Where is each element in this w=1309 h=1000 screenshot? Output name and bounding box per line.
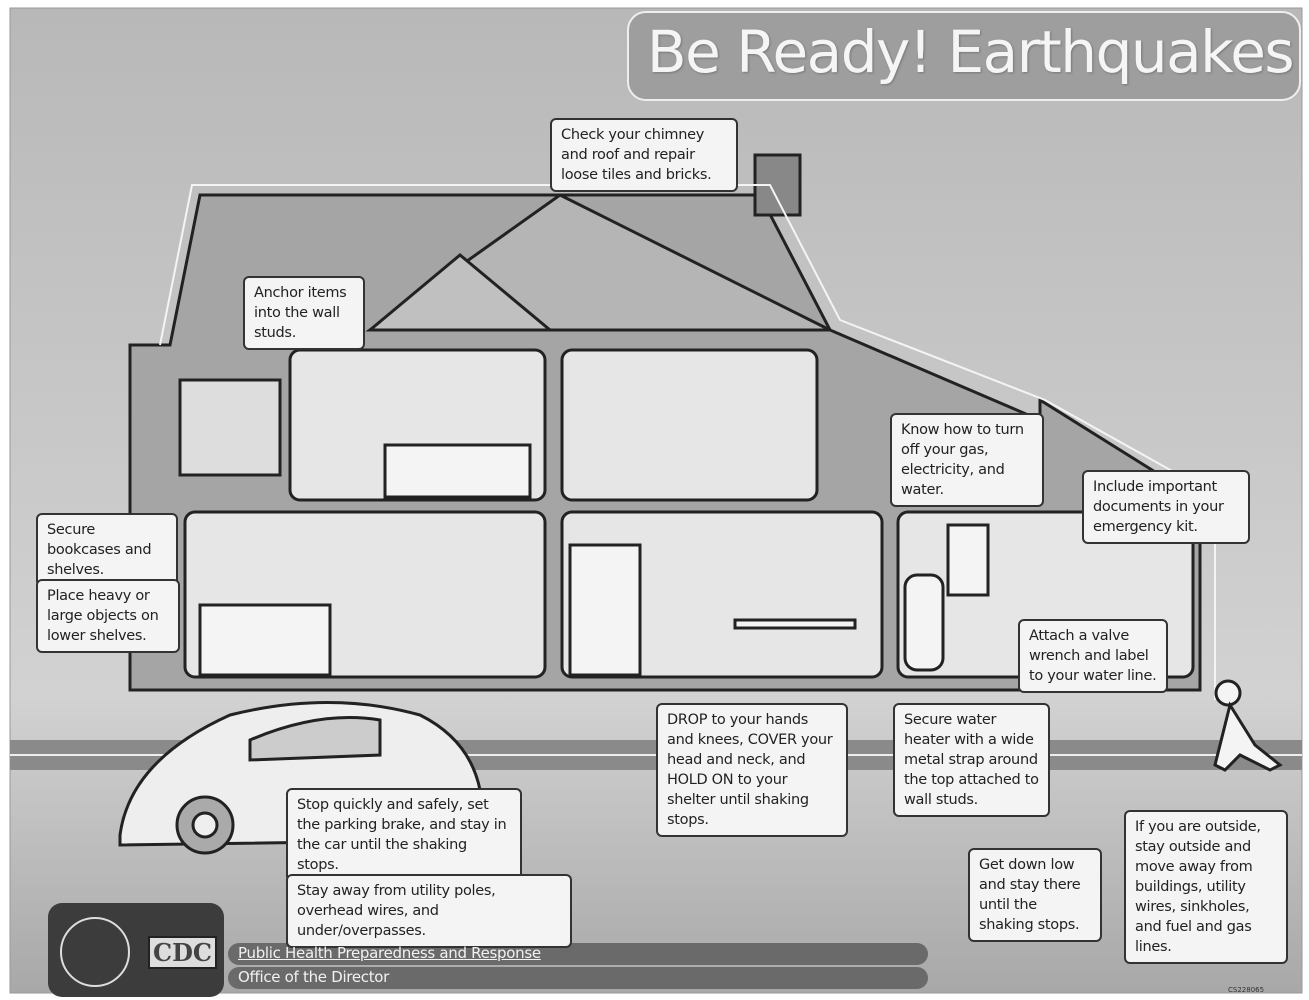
callout: Stay away from utility poles, overhead w…: [286, 874, 572, 948]
callout: Place heavy or large objects on lower sh…: [36, 579, 180, 653]
callout: Attach a valve wrench and label to your …: [1018, 619, 1168, 693]
callout: Anchor items into the wall studs.: [243, 276, 365, 350]
callout: Secure water heater with a wide metal st…: [893, 703, 1050, 817]
callout: If you are outside, stay outside and mov…: [1124, 810, 1288, 964]
title: Be Ready! Earthquakes: [640, 18, 1300, 86]
poster: Be Ready! Earthquakes Check your chimney…: [0, 0, 1309, 1000]
callout: Check your chimney and roof and repair l…: [550, 118, 738, 192]
page: Be Ready! Earthquakes {"header": {"title…: [0, 0, 1309, 1000]
footer-line: Public Health Preparedness and Response: [238, 944, 541, 962]
callout: Include important documents in your emer…: [1082, 470, 1250, 544]
body: Be Ready! Earthquakes Check your chimney…: [0, 0, 1309, 1000]
footer-line: Office of the Director: [238, 968, 389, 986]
logo: CDC: [148, 936, 217, 969]
code: CS228065: [1228, 986, 1264, 994]
callout: Secure bookcases and shelves.: [36, 513, 178, 587]
callout: Know how to turn off your gas, electrici…: [890, 413, 1044, 507]
callout: Stop quickly and safely, set the parking…: [286, 788, 522, 882]
callout: Get down low and stay there until the sh…: [968, 848, 1102, 942]
callout: DROP to your hands and knees, COVER your…: [656, 703, 848, 837]
